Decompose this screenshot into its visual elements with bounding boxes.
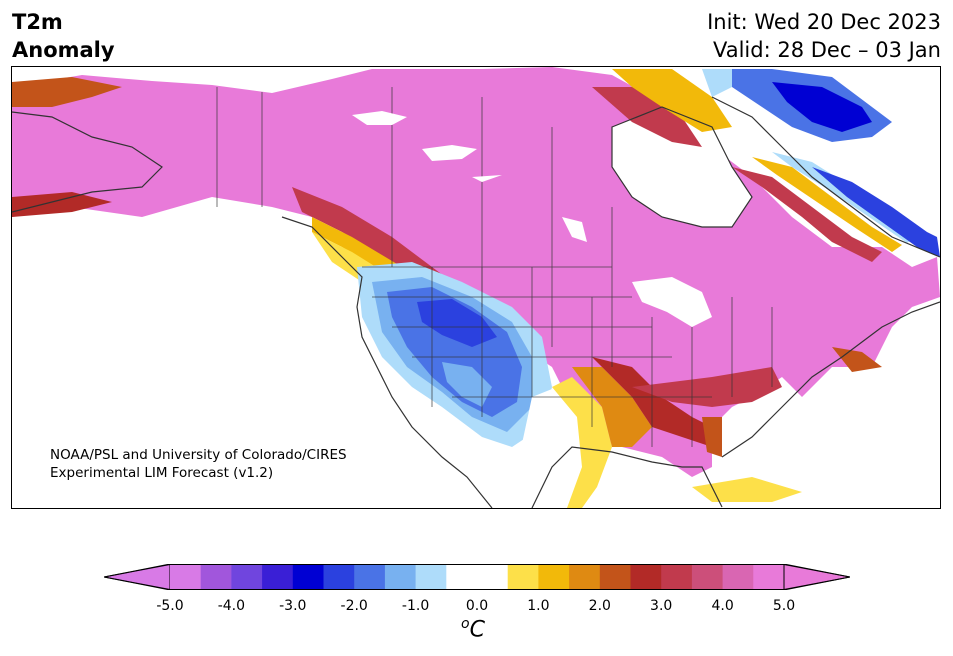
- colorbar-segment: [262, 564, 294, 590]
- map-svg: [12, 67, 940, 508]
- colorbar-segment: [538, 564, 570, 590]
- colorbar-unit: oC: [461, 616, 485, 642]
- colorbar-segment: [507, 564, 539, 590]
- colorbar-segment: [384, 564, 417, 590]
- colorbar-segment: [722, 564, 754, 590]
- colorbar-segment: [753, 564, 785, 590]
- colorbar-segment: [446, 564, 478, 590]
- colorbar-segment: [231, 564, 263, 590]
- title-line-2: Anomaly: [12, 38, 115, 62]
- colorbar-under-arrow: [103, 563, 171, 591]
- credit-text: NOAA/PSL and University of Colorado/CIRE…: [50, 446, 347, 482]
- title-line-1: T2m: [12, 10, 63, 34]
- colorbar-segment: [354, 564, 386, 590]
- colorbar-tick-label: 2.0: [588, 598, 611, 614]
- credit-line-2: Experimental LIM Forecast (v1.2): [50, 465, 274, 481]
- colorbar-tick-label: -2.0: [340, 598, 368, 614]
- colorbar-tick-label: -5.0: [156, 598, 184, 614]
- anomaly-map: NOAA/PSL and University of Colorado/CIRE…: [11, 66, 941, 509]
- colorbar-tick-label: -4.0: [217, 598, 246, 614]
- colorbar-tick-label: 3.0: [650, 598, 673, 614]
- init-date: Init: Wed 20 Dec 2023: [707, 10, 941, 34]
- colorbar-segment: [599, 564, 631, 590]
- unit-base: C: [469, 617, 485, 643]
- colorbar-tick-label: 0.0: [465, 598, 489, 614]
- map-title: T2m Anomaly: [12, 8, 115, 64]
- colorbar-segment: [630, 564, 662, 590]
- colorbar-over-arrow: [783, 563, 851, 591]
- colorbar-ticks: -5.0 -4.0 -3.0 -2.0 -1.0 0.0 1.0 2.0 3.0 4.0 5.0: [104, 598, 850, 616]
- colorbar-tick-label: 4.0: [711, 598, 734, 614]
- colorbar-segment: [292, 564, 324, 590]
- colorbar-tick-label: -3.0: [279, 598, 307, 614]
- credit-line-1: NOAA/PSL and University of Colorado/CIRE…: [50, 447, 347, 463]
- colorbar: [103, 563, 851, 591]
- colorbar-tick-label: 5.0: [772, 598, 796, 614]
- colorbar-svg: [103, 563, 851, 591]
- colorbar-tick-label: 1.0: [527, 598, 550, 614]
- colorbar-segment: [569, 564, 601, 590]
- colorbar-segment: [323, 564, 355, 590]
- colorbar-segment: [170, 564, 202, 590]
- colorbar-tick-label: -1.0: [401, 598, 430, 614]
- valid-range: Valid: 28 Dec – 03 Jan: [712, 38, 941, 62]
- forecast-dates: Init: Wed 20 Dec 2023 Valid: 28 Dec – 03…: [707, 8, 941, 64]
- colorbar-segment: [691, 564, 724, 590]
- colorbar-segment: [477, 564, 509, 590]
- colorbar-segment: [200, 564, 232, 590]
- colorbar-segment: [415, 564, 447, 590]
- unit-superscript: o: [461, 616, 470, 632]
- colorbar-segment: [661, 564, 693, 590]
